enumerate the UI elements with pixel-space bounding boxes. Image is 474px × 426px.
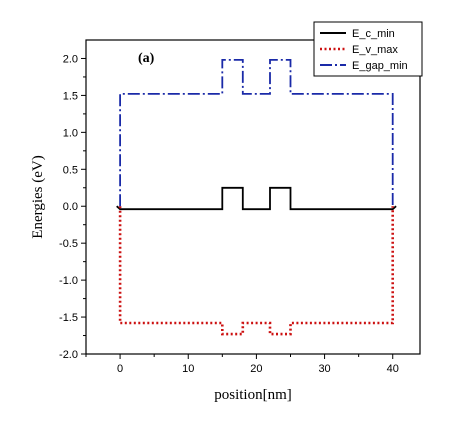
x-tick-label: 40 [387,363,399,375]
y-tick-label: -0.5 [59,238,78,250]
y-tick-label: -1.0 [59,275,78,287]
y-tick-label: 0.5 [63,164,78,176]
series-line-e-gap-min [119,59,394,207]
y-tick-label: 1.5 [63,90,78,102]
legend-box [313,21,423,77]
series-line-e-v-max [118,206,395,336]
series-layer [116,59,397,336]
ticks-layer: 0 10 20 30 40 -2.0 -1.5 -1.0 -0.5 0.0 0.5 1.0 1.5 2.0 [59,53,399,375]
legend: E_c_min E_v_max E_gap_min [313,21,423,77]
y-tick-label: -2.0 [59,349,78,361]
x-tick-label: 20 [250,363,262,375]
panel-label: (a) [138,51,155,66]
x-tick-label: 30 [318,363,330,375]
y-tick-label: -1.5 [59,312,78,324]
series-line-e-c-min [116,186,397,211]
plot-frame [85,39,421,355]
y-tick-label: 1.0 [63,127,78,139]
x-tick-label: 0 [117,363,123,375]
y-tick-label: 0.0 [63,201,78,213]
x-tick-label: 10 [182,363,194,375]
legend-label-e-c-min: E_c_min [352,28,395,40]
x-axis-title: position[nm] [214,387,292,403]
y-axis-title: Energies (eV) [30,155,46,238]
legend-label-e-gap-min: E_gap_min [352,60,408,72]
y-tick-label: 2.0 [63,53,78,65]
legend-label-e-v-max: E_v_max [352,44,398,56]
